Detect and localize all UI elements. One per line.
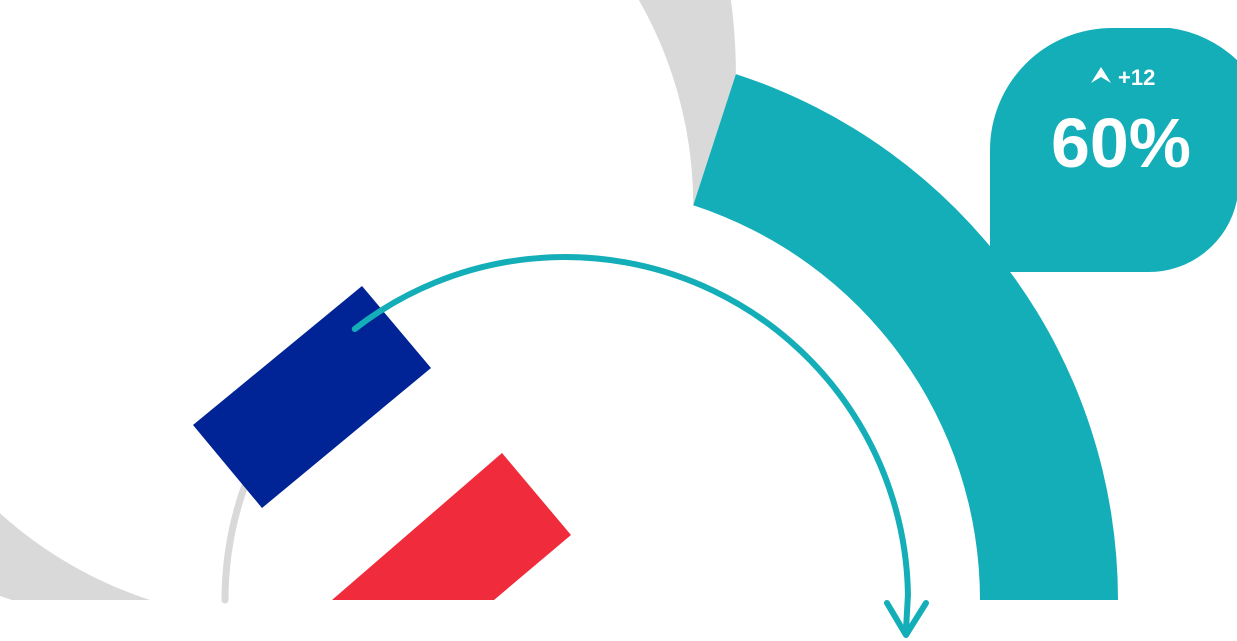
arrow-head (884, 600, 929, 638)
arrow-curve (351, 254, 911, 633)
value-badge: +12 60% (990, 28, 1237, 273)
flag-red-stripe (332, 453, 571, 600)
badge-shape (990, 28, 1237, 273)
value-label: 60% (1051, 104, 1191, 182)
gauge-fill (693, 74, 1118, 601)
curved-arrow-icon (351, 254, 929, 638)
flag-blue-stripe (193, 286, 431, 508)
change-label: +12 (1118, 65, 1155, 90)
caret-up-icon (1091, 67, 1111, 83)
france-flag-icon (193, 286, 571, 600)
